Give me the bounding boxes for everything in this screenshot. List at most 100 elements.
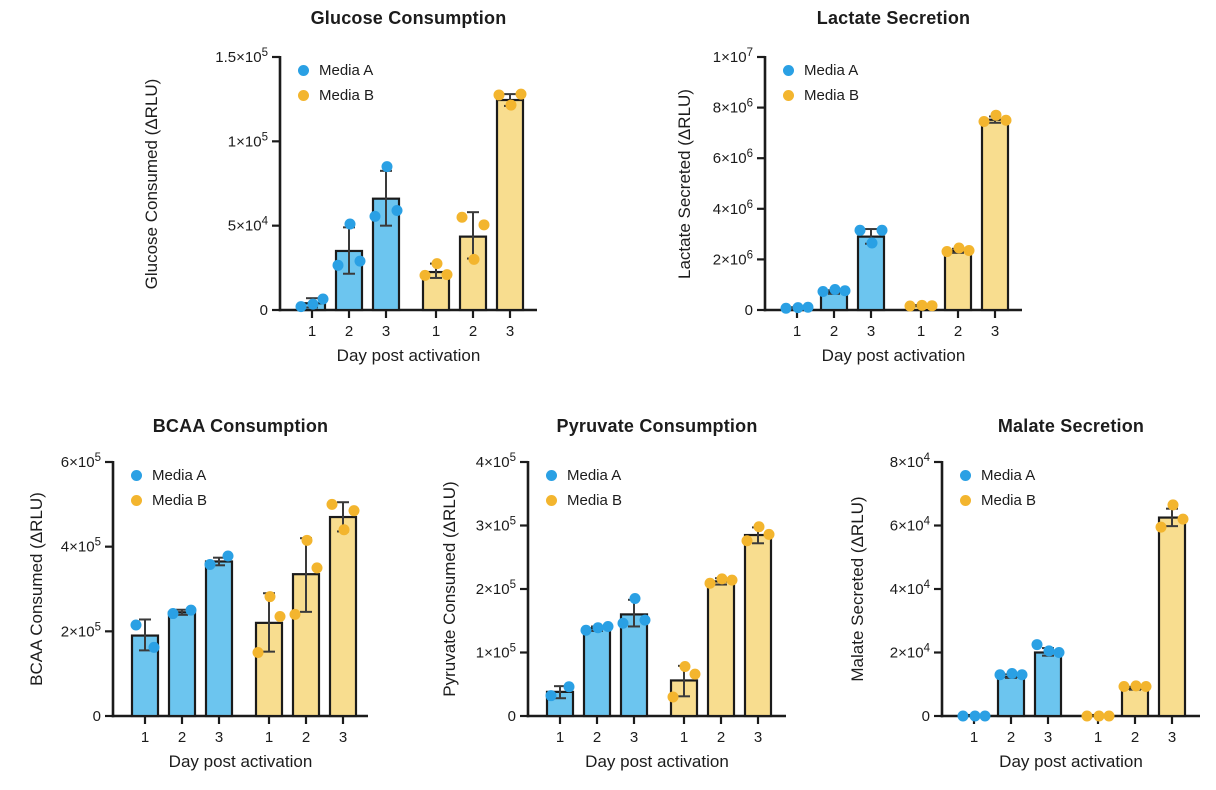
- legend-label-media-a: Media A: [567, 467, 622, 484]
- data-point-media-b-day-1: [1103, 710, 1115, 722]
- chart-glucose-consumption: Glucose Consumption Glucose Consumed (ΔR…: [120, 0, 620, 398]
- data-point-media-a-day-1: [780, 302, 792, 314]
- data-point-media-a-day-2: [580, 624, 592, 636]
- x-tick-label: 2: [1131, 729, 1139, 746]
- data-point-media-a-day-3: [1031, 639, 1043, 651]
- data-point-media-a-day-1: [307, 298, 319, 310]
- data-point-media-a-day-3: [639, 614, 651, 626]
- legend-item-media-b: Media B: [131, 492, 207, 509]
- legend: Media A Media B: [960, 467, 1036, 509]
- x-tick-label: 1: [141, 729, 149, 746]
- legend-label-media-a: Media A: [152, 467, 207, 484]
- legend-item-media-b: Media B: [546, 492, 622, 509]
- data-point-media-b-day-3: [1155, 521, 1167, 533]
- data-point-media-a-day-1: [969, 710, 981, 722]
- data-point-media-b-day-2: [301, 534, 313, 546]
- data-point-media-b-day-3: [505, 99, 517, 111]
- legend-item-media-a: Media A: [960, 467, 1036, 484]
- x-tick-label: 1: [265, 729, 273, 746]
- legend-label-media-b: Media B: [319, 87, 375, 104]
- data-point-media-a-day-3: [1043, 645, 1055, 657]
- data-point-media-a-day-3: [866, 237, 878, 249]
- x-axis-title: Day post activation: [585, 752, 729, 771]
- legend: Media A Media B: [298, 62, 374, 104]
- chart-title: BCAA Consumption: [152, 416, 329, 436]
- chart-title: Glucose Consumption: [310, 8, 507, 28]
- x-tick-label: 2: [954, 323, 962, 340]
- x-tick-label: 1: [308, 323, 316, 340]
- y-tick-label: 3×105: [476, 516, 516, 535]
- data-point-media-b-day-3: [1167, 499, 1179, 511]
- y-tick-label: 1.5×105: [215, 47, 268, 66]
- x-tick-label: 2: [469, 323, 477, 340]
- bar-media-b-day-2: [706, 580, 736, 718]
- x-tick-label: 3: [215, 729, 223, 746]
- data-point-media-b-day-2: [311, 562, 323, 574]
- data-point-media-b-day-1: [916, 299, 928, 311]
- data-point-media-b-day-2: [963, 245, 975, 257]
- data-point-media-a-day-1: [802, 301, 814, 313]
- x-tick-label: 1: [793, 323, 801, 340]
- data-point-media-b-day-3: [1177, 513, 1189, 525]
- x-tick-label: 3: [382, 323, 390, 340]
- data-point-media-a-day-1: [317, 293, 329, 305]
- data-point-media-b-day-3: [326, 498, 338, 510]
- data-point-media-a-day-2: [1006, 667, 1018, 679]
- legend-item-media-a: Media A: [783, 62, 859, 79]
- data-point-media-a-day-3: [617, 617, 629, 629]
- bar-media-b-day-3: [328, 515, 358, 718]
- y-tick-label: 2×104: [890, 643, 931, 662]
- x-tick-label: 1: [917, 323, 925, 340]
- chart-title: Malate Secretion: [997, 416, 1145, 436]
- media-a-dot-icon: [960, 470, 971, 481]
- data-point-media-b-day-3: [763, 528, 775, 540]
- data-point-media-b-day-1: [431, 258, 443, 270]
- data-point-media-a-day-1: [957, 710, 969, 722]
- media-a-dot-icon: [298, 65, 309, 76]
- data-point-media-a-day-3: [204, 558, 216, 570]
- x-tick-label: 2: [302, 729, 310, 746]
- chart-pyruvate-consumption: Pyruvate Consumption Pyruvate Consumed (…: [400, 400, 820, 790]
- legend-label-media-a: Media A: [981, 467, 1036, 484]
- data-point-media-b-day-1: [1081, 710, 1093, 722]
- data-point-media-b-day-1: [667, 691, 679, 703]
- data-point-media-b-day-3: [741, 535, 753, 547]
- x-tick-label: 1: [432, 323, 440, 340]
- media-a-dot-icon: [783, 65, 794, 76]
- x-axis-title: Day post activation: [821, 346, 966, 365]
- y-tick-label: 0: [745, 302, 753, 319]
- data-point-media-a-day-1: [979, 710, 991, 722]
- bar-media-b-day-3: [743, 533, 773, 718]
- data-point-media-a-day-3: [1053, 647, 1065, 658]
- data-point-media-a-day-3: [854, 224, 866, 236]
- y-tick-label: 0: [508, 708, 516, 725]
- data-point-media-a-day-3: [391, 204, 403, 216]
- data-point-media-b-day-2: [716, 573, 728, 585]
- y-tick-label: 6×104: [890, 516, 931, 535]
- y-tick-label: 2×105: [476, 579, 516, 598]
- chart-bcaa-consumption: BCAA Consumption BCAA Consumed (ΔRLU) Da…: [5, 400, 415, 790]
- legend-item-media-b: Media B: [960, 492, 1036, 509]
- bar-media-a-day-2: [582, 627, 612, 718]
- data-point-media-b-day-1: [926, 300, 938, 312]
- bar-media-a-day-2: [167, 611, 197, 718]
- y-tick-label: 5×104: [228, 216, 269, 235]
- data-point-media-a-day-1: [545, 690, 557, 702]
- legend-item-media-a: Media A: [298, 62, 374, 79]
- data-point-media-a-day-3: [369, 210, 381, 222]
- data-point-media-b-day-2: [1118, 680, 1130, 692]
- legend-item-media-a: Media A: [131, 467, 207, 484]
- bar-media-b-day-2: [1120, 687, 1150, 718]
- data-point-media-b-day-3: [338, 524, 350, 536]
- bar-media-a-day-3: [1033, 651, 1063, 718]
- data-point-media-b-day-1: [904, 300, 916, 312]
- data-point-media-a-day-2: [817, 286, 829, 298]
- bar-media-a-day-3: [619, 613, 649, 718]
- media-a-dot-icon: [546, 470, 557, 481]
- bar-media-a-day-3: [204, 560, 234, 718]
- data-point-media-a-day-2: [829, 284, 841, 296]
- data-point-media-b-day-3: [515, 88, 527, 100]
- media-b-dot-icon: [960, 495, 971, 506]
- data-point-media-b-day-1: [274, 611, 286, 623]
- plot-area: 0 2×105 4×105 6×105 1 2 3 1 2 3: [61, 452, 368, 746]
